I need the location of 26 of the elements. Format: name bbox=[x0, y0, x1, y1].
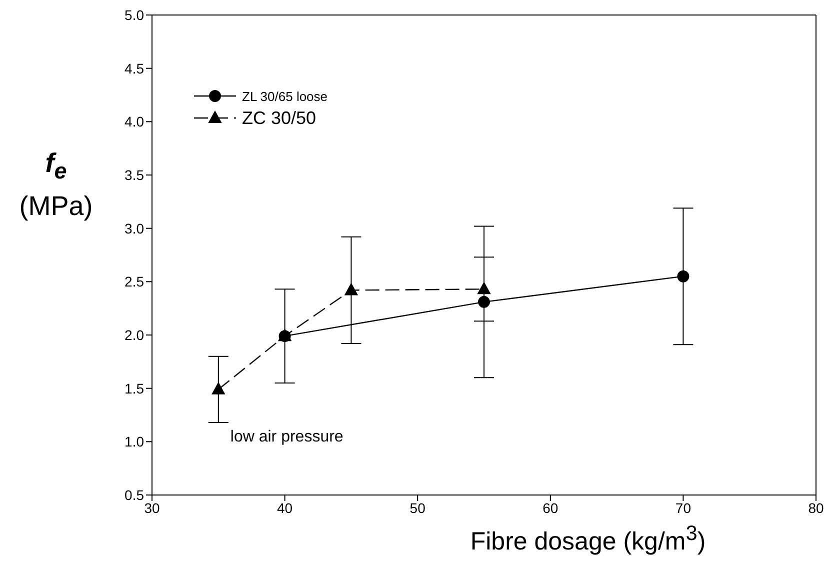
x-tick-label: 60 bbox=[542, 500, 558, 516]
y-tick-label: 1.0 bbox=[124, 434, 144, 450]
y-tick-label: 3.0 bbox=[124, 220, 144, 236]
x-tick-label: 50 bbox=[410, 500, 426, 516]
y-tick-label: 2.0 bbox=[124, 326, 144, 343]
x-tick-label: 30 bbox=[144, 500, 160, 516]
x-axis-title: Fibre dosage (kg/m$^{3}$) bbox=[469, 521, 707, 558]
y-tick-label: 2.5 bbox=[124, 274, 144, 290]
y-axis-title: f$_{e}$ (MPa) bbox=[18, 147, 94, 223]
point bbox=[677, 270, 690, 282]
point bbox=[478, 296, 490, 308]
annotation: low air pressure bbox=[230, 428, 344, 446]
y-tick-label: 3.5 bbox=[124, 166, 144, 183]
x-tick-label: 40 bbox=[277, 500, 293, 516]
y-tick-label: 5.0 bbox=[124, 6, 144, 23]
x-tick-label: 80 bbox=[808, 500, 824, 516]
legend-label: ZC 30/50 bbox=[242, 108, 316, 128]
y-tick-label: 1.5 bbox=[124, 380, 144, 396]
point bbox=[212, 382, 225, 394]
y-tick-label: 4.5 bbox=[124, 60, 144, 76]
legend-label: ZL 30/65 loose bbox=[242, 88, 328, 104]
y-tick-label: 4.0 bbox=[124, 114, 144, 130]
point bbox=[478, 282, 490, 294]
point bbox=[344, 283, 358, 296]
y-tick-label: 0.5 bbox=[124, 486, 144, 503]
x-tick-label: 70 bbox=[675, 500, 692, 516]
